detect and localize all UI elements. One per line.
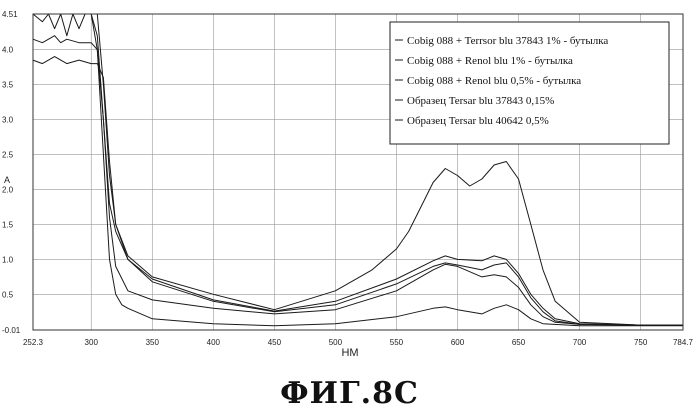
y-tick-label: 0.5	[2, 290, 14, 299]
y-tick-label: 2.5	[2, 151, 14, 160]
x-tick-label: 252.3	[23, 338, 44, 347]
x-tick-label: 650	[512, 338, 526, 347]
y-axis-ticks: 4.51 4.0 3.5 3.0 2.5 2.0 1.5 1.0 0.5 -0.01	[2, 10, 21, 335]
x-tick-label: 784.7	[673, 338, 694, 347]
x-tick-label: 600	[451, 338, 465, 347]
y-tick-label: 3.5	[2, 81, 14, 90]
figure-caption: ФИГ.8С	[0, 376, 699, 411]
y-tick-label: -0.01	[2, 326, 21, 335]
y-tick-label: 3.0	[2, 116, 14, 125]
legend-entry: Образец Tersar blu 37843 0,15%	[407, 95, 554, 107]
y-tick-label: 1.5	[2, 220, 14, 229]
x-tick-label: 450	[268, 338, 282, 347]
x-tick-label: 300	[85, 338, 99, 347]
legend-entry: Cobig 088 + Terrsor blu 37843 1% - бутыл…	[407, 35, 608, 47]
y-tick-label: 4.51	[2, 10, 18, 19]
x-axis-ticks: 252.3 300 350 400 450 500 550 600 650 700 750 784.7	[23, 338, 694, 347]
x-tick-label: 700	[573, 338, 587, 347]
legend: Cobig 088 + Terrsor blu 37843 1% - бутыл…	[390, 22, 669, 144]
x-axis-label: НМ	[341, 347, 358, 359]
x-tick-label: 500	[329, 338, 343, 347]
y-tick-label: 4.0	[2, 46, 14, 55]
legend-entry: Образец Tersar blu 40642 0,5%	[407, 115, 549, 127]
x-tick-label: 750	[634, 338, 648, 347]
y-tick-label: 2.0	[2, 185, 14, 194]
x-tick-label: 550	[390, 338, 404, 347]
absorbance-chart: 4.51 4.0 3.5 3.0 2.5 2.0 1.5 1.0 0.5 -0.01 252.3 3…	[0, 0, 699, 370]
y-tick-label: 1.0	[2, 255, 14, 264]
legend-entry: Cobig 088 + Renol blu 1% - бутылка	[407, 55, 573, 67]
x-tick-label: 400	[207, 338, 221, 347]
legend-entry: Cobig 088 + Renol blu 0,5% - бутылка	[407, 75, 581, 87]
x-tick-label: 350	[146, 338, 160, 347]
y-axis-label: A	[4, 175, 10, 185]
